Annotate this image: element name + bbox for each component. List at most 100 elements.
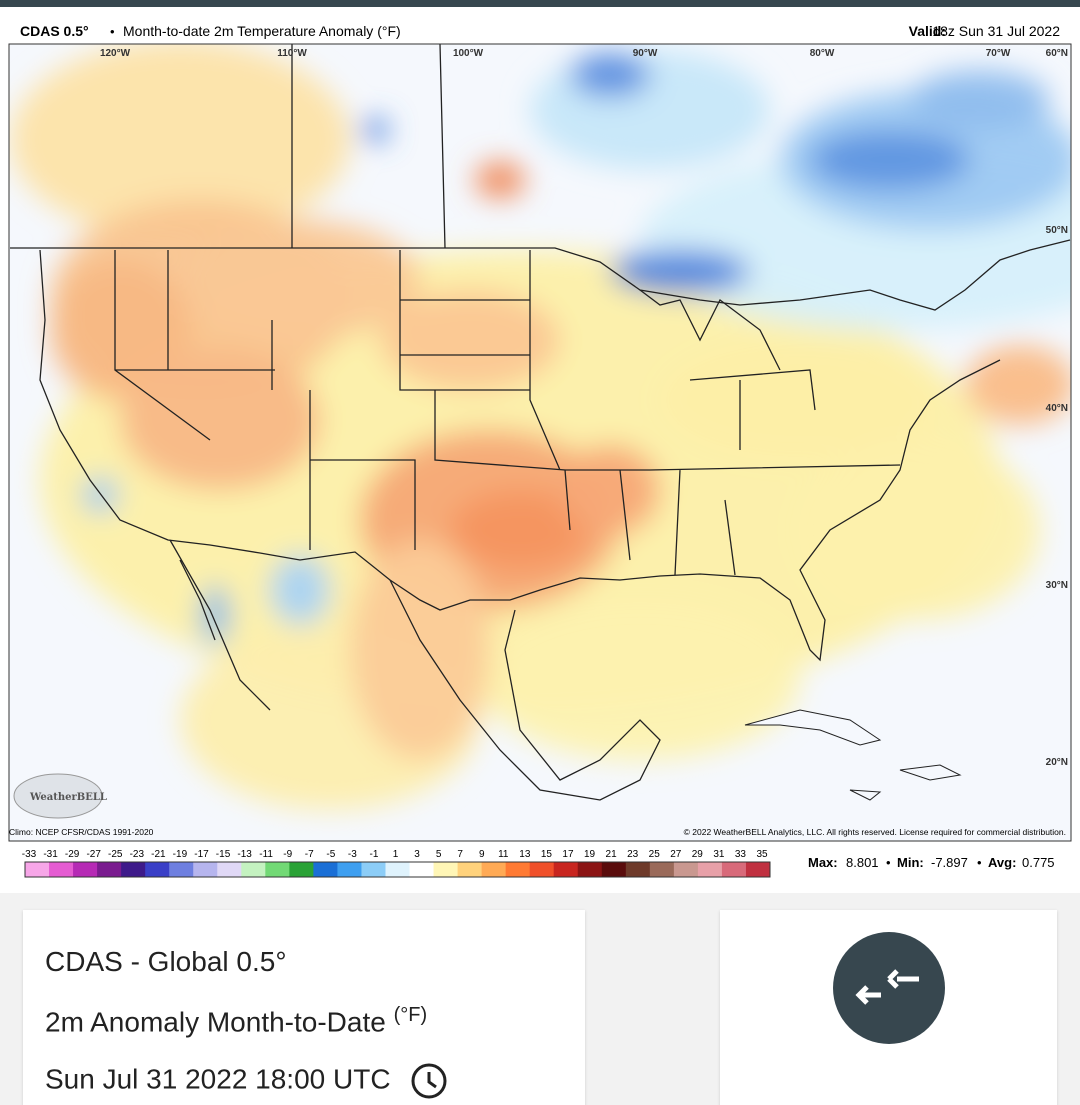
map-area: 120°W 110°W 100°W 90°W 80°W 70°W 60°N 50°N 40°N… [9, 44, 1071, 841]
logo-text: WeatherBELL [29, 792, 107, 803]
colorbar-swatch [73, 862, 98, 877]
colorbar-label: 17 [562, 849, 574, 860]
colorbar-swatch [121, 862, 146, 877]
islands [744, 709, 962, 801]
colorbar-swatch [265, 862, 290, 877]
colorbar-label: -17 [194, 849, 209, 860]
anomaly-blob [200, 585, 230, 645]
colorbar-label: -21 [151, 849, 166, 860]
colorbar-swatch [745, 862, 771, 877]
colorbar-label: -7 [305, 849, 314, 860]
anomaly-blob [120, 350, 320, 490]
model-label: CDAS 0.5° [20, 23, 89, 39]
map-title: Month-to-date 2m Temperature Anomaly (°F… [123, 23, 401, 39]
clock-icon [411, 1063, 447, 1099]
colorbar: -33 -31 -29 -27 -25 -23 -21 -19 -17 -15 -13 -11 -9 -7… [22, 849, 771, 878]
colorbar-swatch [649, 862, 675, 877]
anomaly-blob [570, 53, 650, 97]
longitude-label: 110°W [277, 48, 307, 59]
colorbar-label: 21 [606, 849, 618, 860]
colorbar-swatch [481, 862, 507, 877]
map-frame [8, 43, 1072, 842]
colorbar-label: 25 [649, 849, 661, 860]
colorbar-label: -33 [22, 849, 37, 860]
logo: WeatherBELL [13, 773, 107, 819]
logo-swirl [13, 773, 103, 819]
colorbar-label: -5 [326, 849, 335, 860]
anomaly-blob [180, 220, 420, 340]
longitude-label: 70°W [986, 48, 1011, 59]
colorbar-label: 1 [393, 849, 399, 860]
colorbar-label: 31 [713, 849, 725, 860]
colorbar-label: 27 [670, 849, 682, 860]
anomaly-blob [450, 490, 590, 570]
valid-label: Valid: [909, 23, 946, 39]
latitude-label: 60°N [1046, 48, 1068, 59]
colorbar-label: 29 [692, 849, 704, 860]
colorbar-swatch [409, 862, 435, 877]
anomaly-blob [480, 600, 800, 760]
colorbar-label: 35 [756, 849, 768, 860]
status-strip [0, 0, 1080, 7]
climo-note: Climo: NCEP CFSR/CDAS 1991-2020 [9, 827, 154, 837]
colorbar-label: 3 [414, 849, 420, 860]
colorbar-label: -19 [173, 849, 188, 860]
colorbar-label: -11 [259, 849, 273, 860]
anomaly-blob [530, 50, 770, 170]
colorbar-swatch [577, 862, 603, 877]
compare-button[interactable] [831, 930, 947, 1046]
colorbar-swatch [289, 862, 314, 877]
card-subtitle: 2m Anomaly Month-to-Date (°F) [45, 1004, 427, 1038]
colorbar-swatch [721, 862, 747, 877]
colorbar-swatch [529, 862, 555, 877]
separator: • [886, 855, 891, 870]
latitude-label: 30°N [1046, 580, 1068, 591]
latitude-label: 50°N [1046, 225, 1068, 236]
anomaly-blob [810, 130, 970, 190]
colorbar-label: 11 [498, 849, 509, 860]
anomaly-blob [380, 290, 560, 390]
anomaly-blob [475, 162, 525, 198]
anomaly-blob [361, 118, 389, 142]
colorbar-label: -31 [43, 849, 58, 860]
latitude-label: 40°N [1046, 403, 1068, 414]
latitude-label: 20°N [1046, 757, 1068, 768]
colorbar-swatch [313, 862, 338, 877]
info-card[interactable]: CDAS - Global 0.5° 2m Anomaly Month-to-D… [23, 910, 585, 1105]
colorbar-label: 7 [457, 849, 463, 860]
anomaly-blob [910, 70, 1050, 130]
colorbar-label: 23 [627, 849, 639, 860]
anomaly-blob [660, 340, 940, 460]
colorbar-label: -15 [216, 849, 231, 860]
colorbar-swatch [241, 862, 266, 877]
colorbar-swatch [697, 862, 723, 877]
colorbar-swatch [385, 862, 411, 877]
colorbar-label: -27 [86, 849, 101, 860]
map-figure: CDAS 0.5° • Month-to-date 2m Temperature… [0, 0, 1080, 878]
colorbar-label: -13 [237, 849, 252, 860]
colorbar-label: -1 [369, 849, 378, 860]
avg-value: 0.775 [1022, 855, 1055, 870]
colorbar-swatch [169, 862, 194, 877]
anomaly-field [10, 44, 1071, 810]
colorbar-swatch [457, 862, 483, 877]
colorbar-swatch [49, 862, 74, 877]
colorbar-label: -9 [283, 849, 292, 860]
latitude-labels: 60°N 50°N 40°N 30°N 20°N [1046, 48, 1068, 768]
anomaly-blob [965, 345, 1071, 425]
colorbar-label: 5 [436, 849, 442, 860]
colorbar-frame [24, 861, 771, 878]
fab-bg [833, 932, 945, 1044]
card-title: CDAS - Global 0.5° [45, 946, 287, 977]
colorbar-label: 33 [735, 849, 747, 860]
longitude-label: 120°W [100, 48, 131, 59]
colorbar-label: 15 [541, 849, 553, 860]
longitude-label: 90°W [633, 48, 658, 59]
colorbar-label: -23 [130, 849, 145, 860]
stats: Max: 8.801 • Min: -7.897 • Avg: 0.775 [808, 855, 1055, 870]
colorbar-swatch [361, 862, 386, 877]
valid-time: 18z Sun 31 Jul 2022 [932, 23, 1060, 39]
map-panel: CDAS 0.5° • Month-to-date 2m Temperature… [0, 0, 1080, 893]
anomaly-blob [610, 250, 750, 294]
